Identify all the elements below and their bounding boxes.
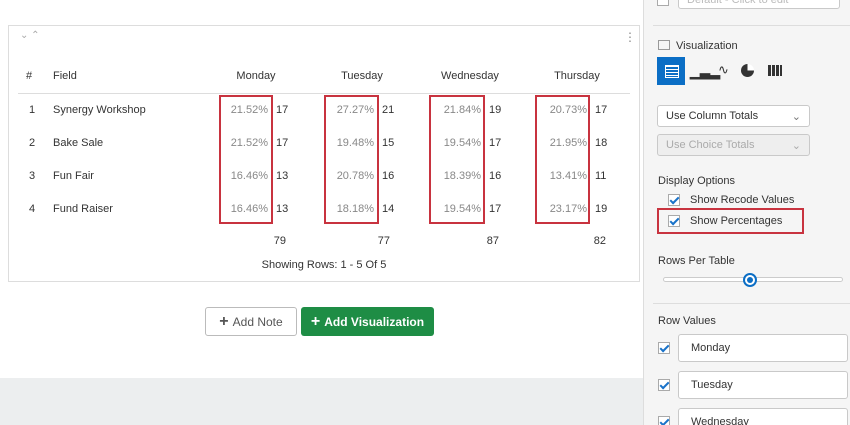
row-value-input[interactable]: Tuesday [678,371,848,399]
column-total: 82 [593,235,606,247]
row-value-checkbox[interactable] [658,342,670,354]
canvas-bottom [0,378,643,425]
choice-totals-label: Use Choice Totals [666,139,755,151]
option-label: Show Recode Values [690,194,795,206]
table-viz-button[interactable] [657,57,685,85]
column-total: 87 [486,235,499,247]
column-header: Field [53,70,77,82]
cell-count: 15 [382,137,395,149]
option-label: Show Percentages [690,215,783,227]
cell-percent: 19.48% [336,137,374,149]
menu-icon[interactable]: ⋮ [624,30,636,44]
header-divider [18,93,630,94]
row-index: 2 [29,137,36,149]
cell-count: 16 [382,170,395,182]
column-header: Thursday [554,70,600,82]
cell-count: 18 [595,137,608,149]
cell-percent: 21.52% [230,137,268,149]
cell-percent: 23.17% [549,203,587,215]
recode-checkbox[interactable] [668,194,680,206]
cell-percent: 18.18% [336,203,374,215]
visualization-label: Visualization [676,40,738,52]
highlight [535,95,590,224]
cell-count: 17 [595,104,608,116]
row-field: Bake Sale [53,137,104,149]
table-card [8,25,640,282]
row-value-checkbox[interactable] [658,416,670,425]
cell-percent: 16.46% [230,170,268,182]
highlight [324,95,379,224]
viz-icon [658,40,670,50]
cell-count: 14 [382,203,395,215]
cell-count: 17 [276,137,289,149]
column-header: Wednesday [441,70,499,82]
display-options-label: Display Options [658,175,736,187]
row-index: 1 [29,104,36,116]
row-index: 4 [29,203,36,215]
row-field: Synergy Workshop [53,104,146,116]
highlight [219,95,273,224]
column-header: Monday [236,70,276,82]
cell-percent: 21.84% [443,104,481,116]
cell-count: 11 [595,170,607,182]
pie-viz-button[interactable] [741,64,754,77]
row-value-input[interactable]: Monday [678,334,848,362]
bar-viz-button[interactable]: ▁▃▂ [690,64,720,79]
row-field: Fun Fair [53,170,94,182]
breakdown-viz-button[interactable] [768,65,782,76]
divider [653,303,850,304]
cell-count: 21 [382,104,395,116]
cell-percent: 19.54% [443,137,481,149]
add-note-label: Add Note [232,314,283,329]
cell-percent: 13.41% [549,170,587,182]
cell-percent: 21.95% [549,137,587,149]
table-footer: Showing Rows: 1 - 5 Of 5 [261,259,387,271]
cell-count: 16 [489,170,502,182]
percent-checkbox[interactable] [668,215,680,227]
cell-count: 19 [489,104,502,116]
totals-select[interactable]: Use Column Totals ⌄ [657,105,810,127]
totals-select-label: Use Column Totals [666,110,759,122]
default-input[interactable]: Default - Click to edit [678,0,840,9]
divider [653,25,850,26]
line-viz-button[interactable]: ∿ [718,62,729,77]
row-values-label: Row Values [658,315,716,327]
highlight [429,95,485,224]
cell-percent: 18.39% [443,170,481,182]
column-header: Tuesday [341,70,383,82]
cell-percent: 27.27% [336,104,374,116]
column-total: 79 [273,235,286,247]
row-index: 3 [29,170,36,182]
add-visualization-label: Add Visualization [324,314,425,329]
cell-count: 17 [276,104,289,116]
row-value-checkbox[interactable] [658,379,670,391]
row-field: Fund Raiser [53,203,113,215]
cell-percent: 19.54% [443,203,481,215]
cell-count: 17 [489,137,502,149]
column-header: # [26,70,33,82]
cell-count: 19 [595,203,608,215]
cell-percent: 20.73% [549,104,587,116]
add-visualization-button[interactable]: + Add Visualization [301,307,434,336]
collapse-icons[interactable]: ⌄ ⌃ [20,30,40,41]
cell-percent: 20.78% [336,170,374,182]
cell-percent: 16.46% [230,203,268,215]
cell-percent: 21.52% [230,104,268,116]
add-note-button[interactable]: + Add Note [205,307,297,336]
row-value-input[interactable]: Wednesday [678,408,848,425]
cell-count: 17 [489,203,502,215]
choice-totals-select: Use Choice Totals ⌄ [657,134,810,156]
highlight [657,208,804,234]
cell-count: 13 [276,170,289,182]
column-total: 77 [377,235,390,247]
rows-per-table-label: Rows Per Table [658,255,735,267]
slider-thumb[interactable] [743,273,757,287]
default-checkbox[interactable] [657,0,669,6]
cell-count: 13 [276,203,289,215]
